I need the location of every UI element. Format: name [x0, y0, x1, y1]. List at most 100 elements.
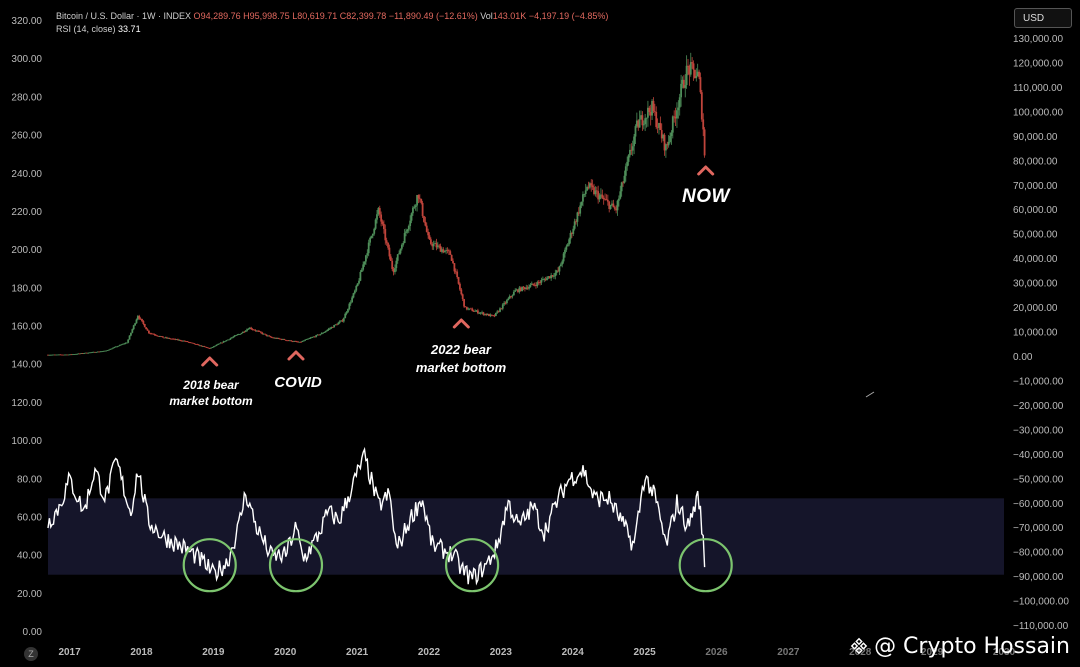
candle-body	[579, 205, 582, 214]
candle-body	[85, 352, 88, 354]
currency-button[interactable]: USD	[1014, 8, 1072, 28]
left-tick-label: 0.00	[23, 627, 43, 638]
annotation-2022-bear: 2022 bear market bottom	[415, 342, 507, 375]
candle-body	[662, 134, 665, 139]
volume-value: 143.01K	[492, 11, 527, 21]
candle-body	[595, 190, 598, 192]
candle-body	[456, 271, 459, 278]
right-axis[interactable]: 130,000.00 120,000.00 110,000.00 100,000.00…	[1013, 34, 1069, 632]
time-tick-label: 2027	[777, 647, 800, 658]
right-tick-label: 130,000.00	[1013, 34, 1063, 45]
candle-body	[511, 295, 514, 297]
candle-body	[558, 266, 561, 272]
candle-body	[504, 302, 507, 304]
candle-body	[446, 250, 449, 251]
candle-body	[203, 346, 206, 347]
candle-body	[208, 348, 211, 349]
candle-body	[692, 63, 695, 70]
candle-body	[593, 187, 595, 195]
candle-body	[254, 330, 257, 331]
drawing-tool-mark	[865, 391, 875, 398]
candle-body	[612, 203, 615, 208]
candle-body	[388, 247, 391, 257]
candle-body	[577, 212, 580, 214]
candle-body	[635, 120, 638, 127]
candle-body	[228, 339, 230, 341]
candle-body	[161, 336, 164, 338]
candle-body	[525, 287, 528, 290]
candle-body	[588, 183, 591, 188]
candle-body	[493, 315, 496, 317]
time-tick-label: 2023	[490, 647, 513, 658]
candle-body	[242, 331, 244, 334]
candle-body	[367, 242, 370, 254]
caret-up-icon	[452, 318, 470, 329]
candle-body	[434, 243, 436, 244]
candle-body	[309, 337, 312, 339]
rsi-band	[48, 498, 1004, 575]
right-tick-label: 50,000.00	[1013, 230, 1058, 241]
right-tick-label: −40,000.00	[1013, 450, 1064, 461]
rsi-bottom-circle	[444, 538, 500, 593]
candle-body	[470, 308, 472, 310]
candle-body	[366, 253, 369, 256]
candle-body	[300, 341, 302, 343]
candle-body	[376, 214, 378, 220]
candle-body	[640, 115, 642, 120]
time-axis[interactable]: 2017 2018 2019 2020 2021 2022 2023 2024 2025 2026…	[58, 647, 1015, 658]
candle-body	[523, 287, 526, 290]
candle-body	[395, 260, 398, 269]
ohlc-values: O94,289.76 H95,998.75 L80,619.71 C82,399…	[193, 11, 478, 21]
candle-body	[336, 324, 338, 326]
candle-body	[141, 318, 143, 322]
candle-body	[116, 346, 119, 348]
candle-body	[465, 306, 468, 310]
candle-body	[312, 336, 315, 338]
candle-body	[586, 186, 588, 191]
candle-body	[98, 351, 101, 353]
price-candles	[47, 52, 706, 356]
candle-body	[631, 146, 634, 151]
time-tick-label: 2020	[274, 647, 297, 658]
candle-body	[329, 328, 331, 330]
candle-body	[660, 130, 663, 139]
candle-body	[84, 352, 87, 354]
candle-body	[311, 337, 313, 338]
candle-body	[243, 331, 246, 333]
candle-body	[494, 312, 497, 316]
candle-body	[629, 149, 631, 156]
candle-body	[609, 204, 612, 209]
candle-body	[47, 354, 49, 356]
candle-body	[362, 264, 365, 270]
candle-body	[453, 263, 456, 272]
candle-body	[620, 182, 623, 192]
candle-body	[664, 144, 667, 151]
candle-body	[330, 327, 333, 329]
candle-body	[655, 111, 658, 127]
candle-body	[622, 182, 624, 184]
candle-body	[54, 354, 56, 356]
time-tick-label: 2017	[58, 647, 81, 658]
candle-body	[421, 202, 424, 217]
candle-body	[414, 205, 417, 207]
candle-body	[334, 324, 337, 326]
candle-body	[420, 198, 423, 203]
candle-body	[342, 318, 345, 322]
rsi-bottom-circle	[182, 538, 237, 593]
candle-body	[424, 221, 427, 226]
candle-body	[481, 312, 483, 314]
candle-body	[435, 243, 438, 248]
candle-body	[389, 256, 392, 261]
candle-body	[355, 286, 358, 291]
candle-body	[633, 136, 635, 147]
candle-body	[568, 239, 571, 245]
candle-body	[333, 325, 336, 328]
candle-body	[605, 199, 608, 201]
candle-body	[417, 195, 420, 199]
candle-body	[302, 340, 305, 342]
candle-body	[186, 341, 189, 343]
candle-body	[363, 261, 366, 265]
candle-body	[630, 149, 633, 151]
candle-body	[352, 293, 355, 298]
